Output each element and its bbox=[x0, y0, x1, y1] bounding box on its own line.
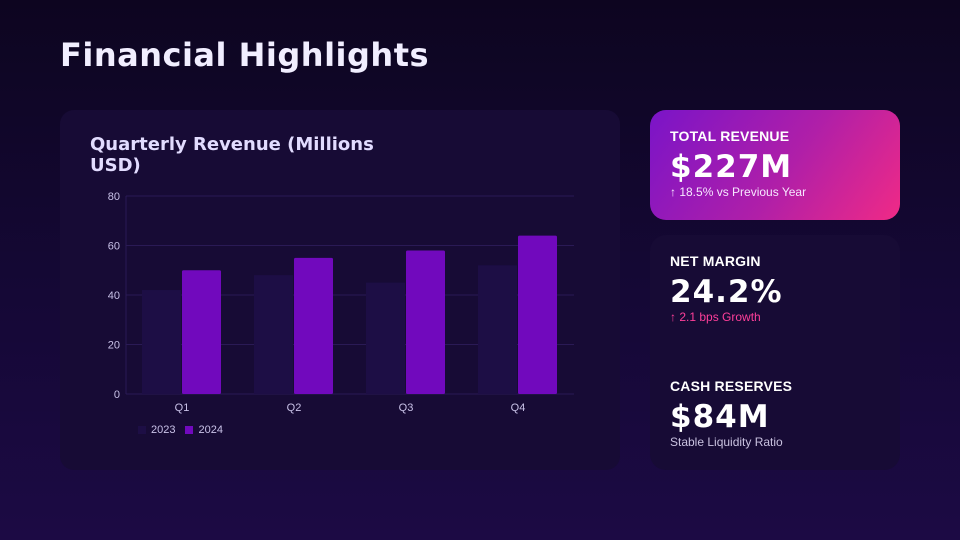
total-revenue-value: $227M bbox=[670, 149, 793, 185]
cash-reserves-label: CASH RESERVES bbox=[670, 378, 793, 394]
y-tick-label-80: 80 bbox=[108, 191, 120, 203]
cash-reserves-block: CASH RESERVES $84M Stable Liquidity Rati… bbox=[670, 378, 792, 449]
net-margin-block: NET MARGIN 24.2% ↑ 2.1 bps Growth bbox=[670, 253, 783, 324]
total-revenue-change: ↑ 18.5% vs Previous Year bbox=[670, 185, 807, 199]
cash-reserves-note: Stable Liquidity Ratio bbox=[670, 435, 783, 449]
bar-2023-q1 bbox=[142, 290, 181, 394]
bar-2024-q3 bbox=[406, 250, 445, 394]
y-tick-label-20: 20 bbox=[108, 340, 120, 352]
cash-reserves-value: $84M bbox=[670, 399, 770, 435]
bar-2023-q3 bbox=[366, 282, 405, 394]
legend-label-2024: 2024 bbox=[198, 424, 223, 436]
legend-swatch-2023 bbox=[138, 426, 146, 434]
y-tick-label-60: 60 bbox=[108, 241, 120, 253]
bar-2024-q2 bbox=[294, 257, 333, 394]
metrics-card: NET MARGIN 24.2% ↑ 2.1 bps Growth CASH R… bbox=[650, 235, 900, 470]
x-tick-label-q2: Q2 bbox=[287, 402, 302, 414]
bar-2024-q1 bbox=[182, 270, 221, 394]
bar-2024-q4 bbox=[518, 235, 557, 394]
revenue-bar-chart: 0 20 40 60 80 Q1 Q2 Q3 Q4 bbox=[108, 191, 574, 414]
revenue-chart-card: Quarterly Revenue (Millions USD) 0 20 40 60… bbox=[60, 110, 620, 470]
chart-title: Quarterly Revenue (Millions USD) bbox=[90, 134, 374, 176]
y-tick-label-0: 0 bbox=[114, 389, 120, 401]
bar-2023-q4 bbox=[478, 265, 517, 394]
bar-2023-q2 bbox=[254, 275, 293, 394]
legend-item-2023: 2023 bbox=[138, 424, 175, 436]
net-margin-value: 24.2% bbox=[670, 274, 783, 310]
legend-item-2024: 2024 bbox=[185, 424, 223, 436]
legend-label-2023: 2023 bbox=[151, 424, 176, 436]
net-margin-label: NET MARGIN bbox=[670, 253, 761, 269]
page-title: Financial Highlights bbox=[60, 36, 430, 74]
x-tick-label-q3: Q3 bbox=[399, 402, 414, 414]
y-tick-label-40: 40 bbox=[108, 290, 120, 302]
chart-legend: 2023 2024 bbox=[138, 424, 233, 436]
total-revenue-card: TOTAL REVENUE $227M ↑ 18.5% vs Previous … bbox=[650, 110, 900, 220]
x-tick-label-q1: Q1 bbox=[175, 402, 190, 414]
net-margin-change: ↑ 2.1 bps Growth bbox=[670, 310, 761, 324]
total-revenue-label: TOTAL REVENUE bbox=[670, 128, 790, 144]
x-tick-label-q4: Q4 bbox=[511, 402, 526, 414]
legend-swatch-2024 bbox=[185, 426, 194, 434]
